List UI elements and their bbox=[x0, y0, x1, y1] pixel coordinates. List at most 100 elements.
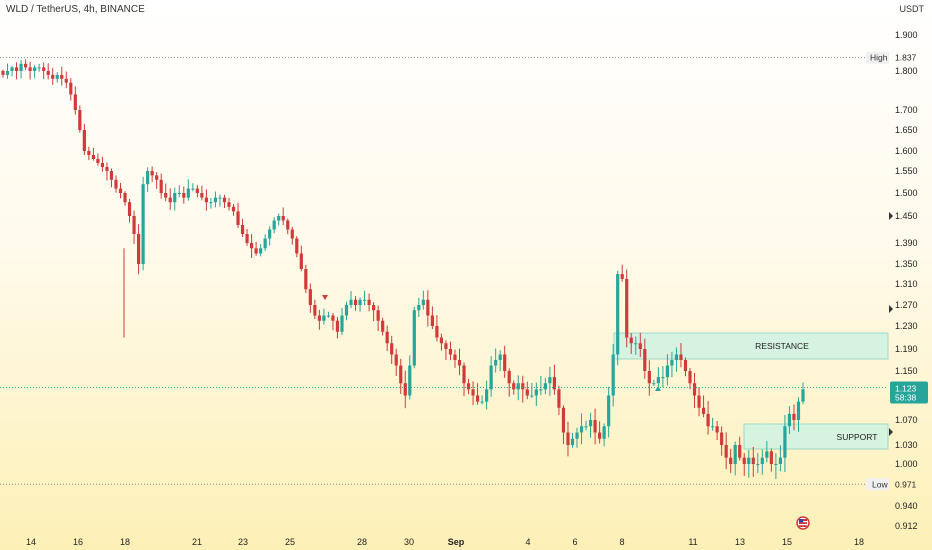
candle-body[interactable] bbox=[453, 354, 457, 361]
candle-body[interactable] bbox=[575, 432, 579, 439]
candle-body[interactable] bbox=[462, 365, 466, 384]
candle-body[interactable] bbox=[444, 343, 448, 349]
candle-body[interactable] bbox=[466, 383, 471, 390]
candle-body[interactable] bbox=[756, 464, 760, 465]
candle-body[interactable] bbox=[607, 395, 611, 427]
candle-body[interactable] bbox=[195, 188, 199, 193]
candle-body[interactable] bbox=[19, 63, 23, 71]
candle-body[interactable] bbox=[399, 365, 403, 384]
candle-body[interactable] bbox=[620, 274, 624, 279]
candle-body[interactable] bbox=[227, 202, 231, 207]
candle-body[interactable] bbox=[760, 457, 764, 464]
candle-body[interactable] bbox=[186, 188, 190, 198]
candle-body[interactable] bbox=[173, 193, 177, 203]
candle-body[interactable] bbox=[494, 360, 498, 366]
candle-body[interactable] bbox=[503, 354, 507, 372]
candle-body[interactable] bbox=[340, 315, 344, 332]
candle-body[interactable] bbox=[100, 163, 105, 167]
candle-body[interactable] bbox=[742, 457, 746, 464]
candle-body[interactable] bbox=[475, 395, 480, 402]
candle-body[interactable] bbox=[430, 315, 434, 327]
candle-body[interactable] bbox=[512, 383, 516, 390]
candle-body[interactable] bbox=[177, 193, 181, 194]
candle-body[interactable] bbox=[218, 197, 222, 199]
candle-body[interactable] bbox=[778, 457, 783, 464]
candle-body[interactable] bbox=[679, 354, 683, 361]
candle-body[interactable] bbox=[295, 238, 299, 254]
candle-body[interactable] bbox=[290, 229, 294, 239]
candle-body[interactable] bbox=[51, 74, 55, 79]
candle-body[interactable] bbox=[670, 360, 674, 366]
candle-body[interactable] bbox=[204, 197, 208, 203]
candle-body[interactable] bbox=[390, 343, 394, 355]
candle-body[interactable] bbox=[539, 389, 543, 391]
candle-body[interactable] bbox=[674, 354, 679, 361]
candle-body[interactable] bbox=[408, 365, 412, 396]
candle-body[interactable] bbox=[774, 464, 778, 465]
support-zone[interactable] bbox=[743, 423, 889, 450]
candle-body[interactable] bbox=[87, 151, 91, 155]
candle-body[interactable] bbox=[738, 445, 742, 458]
candle-body[interactable] bbox=[358, 299, 362, 305]
candle-body[interactable] bbox=[521, 383, 525, 390]
candle-body[interactable] bbox=[394, 354, 398, 366]
candle-body[interactable] bbox=[457, 360, 462, 366]
candle-body[interactable] bbox=[114, 179, 118, 189]
candle-body[interactable] bbox=[665, 365, 670, 378]
candle-body[interactable] bbox=[37, 67, 41, 69]
candle-body[interactable] bbox=[534, 389, 538, 396]
candle-body[interactable] bbox=[335, 320, 340, 332]
candle-body[interactable] bbox=[683, 360, 688, 371]
candle-body[interactable] bbox=[55, 74, 59, 79]
candle-body[interactable] bbox=[485, 389, 489, 402]
candle-body[interactable] bbox=[1, 71, 5, 75]
candle-body[interactable] bbox=[652, 383, 656, 385]
candle-body[interactable] bbox=[349, 299, 353, 305]
candle-body[interactable] bbox=[439, 337, 444, 344]
candle-body[interactable] bbox=[5, 71, 10, 75]
candle-body[interactable] bbox=[304, 269, 308, 290]
candle-body[interactable] bbox=[96, 159, 100, 163]
candle-body[interactable] bbox=[146, 171, 150, 185]
candle-body[interactable] bbox=[141, 184, 145, 264]
candle-body[interactable] bbox=[69, 82, 73, 95]
candle-body[interactable] bbox=[507, 371, 511, 384]
candle-body[interactable] bbox=[240, 225, 245, 234]
y-axis[interactable]: 1.900 1.800 1.700 1.650 1.600 1.550 1.500 1.450… bbox=[866, 30, 928, 531]
candle-body[interactable] bbox=[720, 432, 724, 446]
candle-body[interactable] bbox=[164, 193, 168, 198]
candle-body[interactable] bbox=[412, 310, 416, 366]
candle-body[interactable] bbox=[33, 67, 37, 71]
candle-body[interactable] bbox=[277, 216, 281, 221]
candle-body[interactable] bbox=[593, 420, 597, 433]
candle-body[interactable] bbox=[322, 315, 326, 321]
candle-body[interactable] bbox=[706, 413, 710, 427]
candle-body[interactable] bbox=[765, 451, 769, 458]
candle-body[interactable] bbox=[313, 305, 317, 316]
candle-body[interactable] bbox=[792, 413, 796, 420]
candle-body[interactable] bbox=[602, 426, 606, 439]
candle-body[interactable] bbox=[634, 343, 638, 345]
candle-body[interactable] bbox=[525, 389, 529, 396]
candle-body[interactable] bbox=[584, 426, 588, 428]
candle-body[interactable] bbox=[570, 438, 575, 445]
candle-body[interactable] bbox=[299, 253, 303, 270]
candle-body[interactable] bbox=[385, 331, 389, 344]
candle-body[interactable] bbox=[552, 377, 557, 390]
candle-body[interactable] bbox=[263, 238, 267, 249]
candle-body[interactable] bbox=[123, 193, 127, 203]
candle-body[interactable] bbox=[105, 167, 109, 171]
candle-body[interactable] bbox=[46, 71, 50, 75]
candle-body[interactable] bbox=[543, 383, 547, 390]
candle-body[interactable] bbox=[598, 432, 602, 439]
candle-body[interactable] bbox=[516, 383, 520, 390]
candle-body[interactable] bbox=[435, 326, 439, 338]
candle-body[interactable] bbox=[656, 377, 660, 384]
candle-body[interactable] bbox=[638, 343, 642, 349]
candle-body[interactable] bbox=[561, 407, 566, 433]
candle-body[interactable] bbox=[281, 216, 285, 221]
candle-body[interactable] bbox=[381, 320, 385, 332]
candle-body[interactable] bbox=[769, 451, 773, 464]
